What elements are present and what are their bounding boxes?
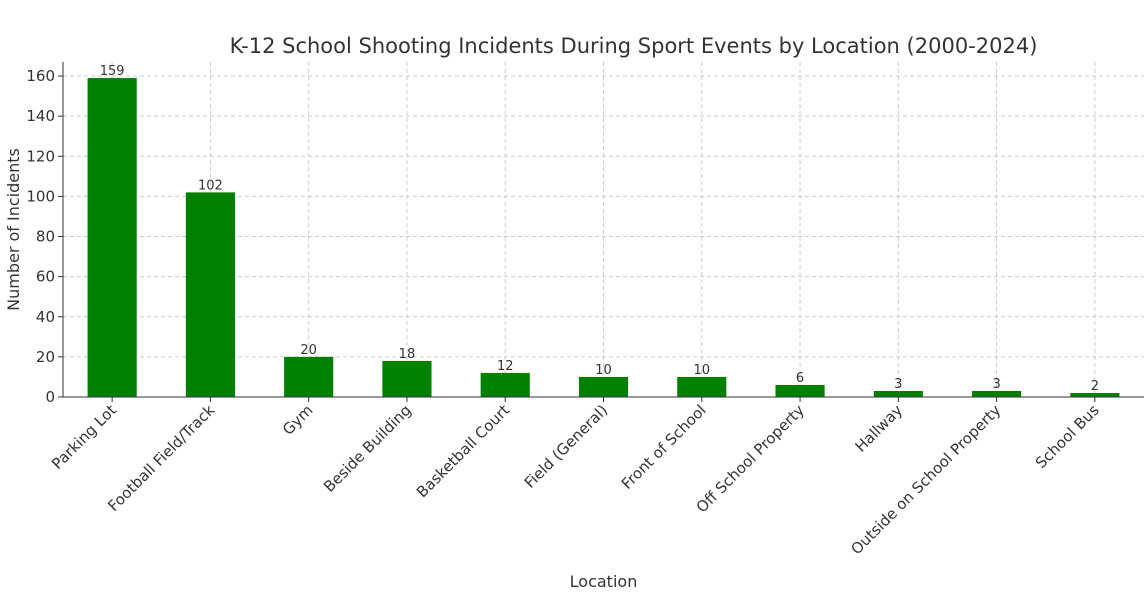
x-tick-label: Front of School [618, 401, 710, 493]
bar [972, 390, 1022, 397]
bar [775, 384, 825, 397]
x-tick-label: Field (General) [521, 401, 612, 492]
y-tick-label: 120 [26, 147, 55, 165]
x-tick-label: School Bus [1032, 401, 1103, 472]
y-tick-label: 20 [36, 348, 55, 366]
x-tick-label: Parking Lot [48, 401, 120, 473]
y-tick-label: 80 [36, 228, 55, 246]
bar [284, 356, 334, 397]
bar [578, 376, 629, 397]
x-tick-label: Football Field/Track [104, 401, 218, 515]
x-tick-label: Hallway [852, 401, 907, 456]
x-axis-title: Location [570, 572, 638, 591]
bars [87, 78, 1120, 397]
bar [480, 372, 530, 397]
bar-value-label: 102 [198, 178, 223, 193]
bar-value-label: 12 [497, 359, 514, 374]
y-axis-title: Number of Incidents [4, 148, 23, 311]
bar [1070, 392, 1120, 397]
bar-value-label: 6 [796, 371, 804, 386]
bar [873, 390, 923, 397]
bar-value-label: 2 [1091, 379, 1099, 394]
x-tick-label: Basketball Court [413, 401, 513, 501]
data-labels: 159 102 20 18 12 10 10 6 3 3 2 [100, 64, 1099, 394]
bar [185, 192, 235, 397]
y-tick-label: 100 [26, 187, 55, 205]
bar [87, 78, 137, 397]
bar-value-label: 10 [693, 363, 710, 378]
bar-value-label: 18 [399, 347, 416, 362]
bar-value-label: 20 [300, 343, 317, 358]
x-tick-label: Beside Building [320, 401, 415, 496]
bar [677, 376, 727, 397]
x-tick-label: Off School Property [693, 401, 808, 516]
y-tick-label: 60 [36, 268, 55, 286]
bar-value-label: 159 [100, 64, 125, 79]
bar-value-label: 10 [595, 363, 612, 378]
y-tick-label: 0 [45, 388, 55, 406]
chart-title: K-12 School Shooting Incidents During Sp… [230, 34, 1038, 58]
bar [382, 360, 432, 397]
y-tick-label: 140 [26, 107, 55, 125]
y-ticks: 0 20 40 60 80 100 120 140 160 [26, 67, 63, 406]
bar-value-label: 3 [894, 377, 902, 392]
y-tick-label: 160 [26, 67, 55, 85]
y-tick-label: 40 [36, 308, 55, 326]
x-tick-label: Gym [279, 401, 317, 439]
bar-value-label: 3 [992, 377, 1000, 392]
